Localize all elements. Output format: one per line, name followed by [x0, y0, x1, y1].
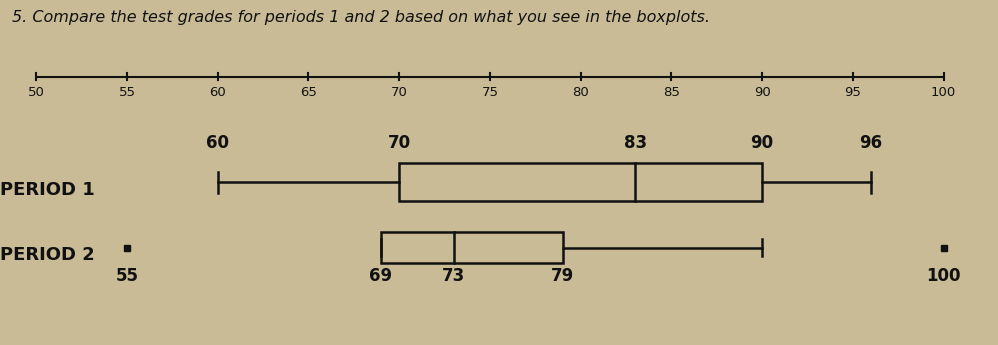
Text: 60: 60 [210, 86, 227, 99]
Text: 60: 60 [207, 135, 230, 152]
Text: 100: 100 [926, 267, 961, 285]
Text: 5. Compare the test grades for periods 1 and 2 based on what you see in the boxp: 5. Compare the test grades for periods 1… [12, 10, 710, 25]
Bar [399, 163, 762, 201]
Text: 70: 70 [391, 86, 407, 99]
Text: PERIOD 1: PERIOD 1 [0, 181, 95, 199]
Text: PERIOD 2: PERIOD 2 [0, 246, 95, 264]
Bar [381, 233, 563, 263]
Text: 83: 83 [624, 135, 647, 152]
Text: 69: 69 [369, 267, 392, 285]
Text: 79: 79 [551, 267, 574, 285]
Text: 50: 50 [28, 86, 45, 99]
Text: 85: 85 [663, 86, 680, 99]
Text: 90: 90 [753, 86, 770, 99]
Text: 95: 95 [844, 86, 861, 99]
Text: 100: 100 [931, 86, 956, 99]
Text: 70: 70 [387, 135, 411, 152]
Text: 65: 65 [300, 86, 317, 99]
Text: 55: 55 [119, 86, 136, 99]
Text: 73: 73 [442, 267, 465, 285]
Text: 55: 55 [116, 267, 139, 285]
Text: 80: 80 [572, 86, 589, 99]
Text: 75: 75 [481, 86, 498, 99]
Text: 96: 96 [859, 135, 882, 152]
Text: 90: 90 [750, 135, 773, 152]
